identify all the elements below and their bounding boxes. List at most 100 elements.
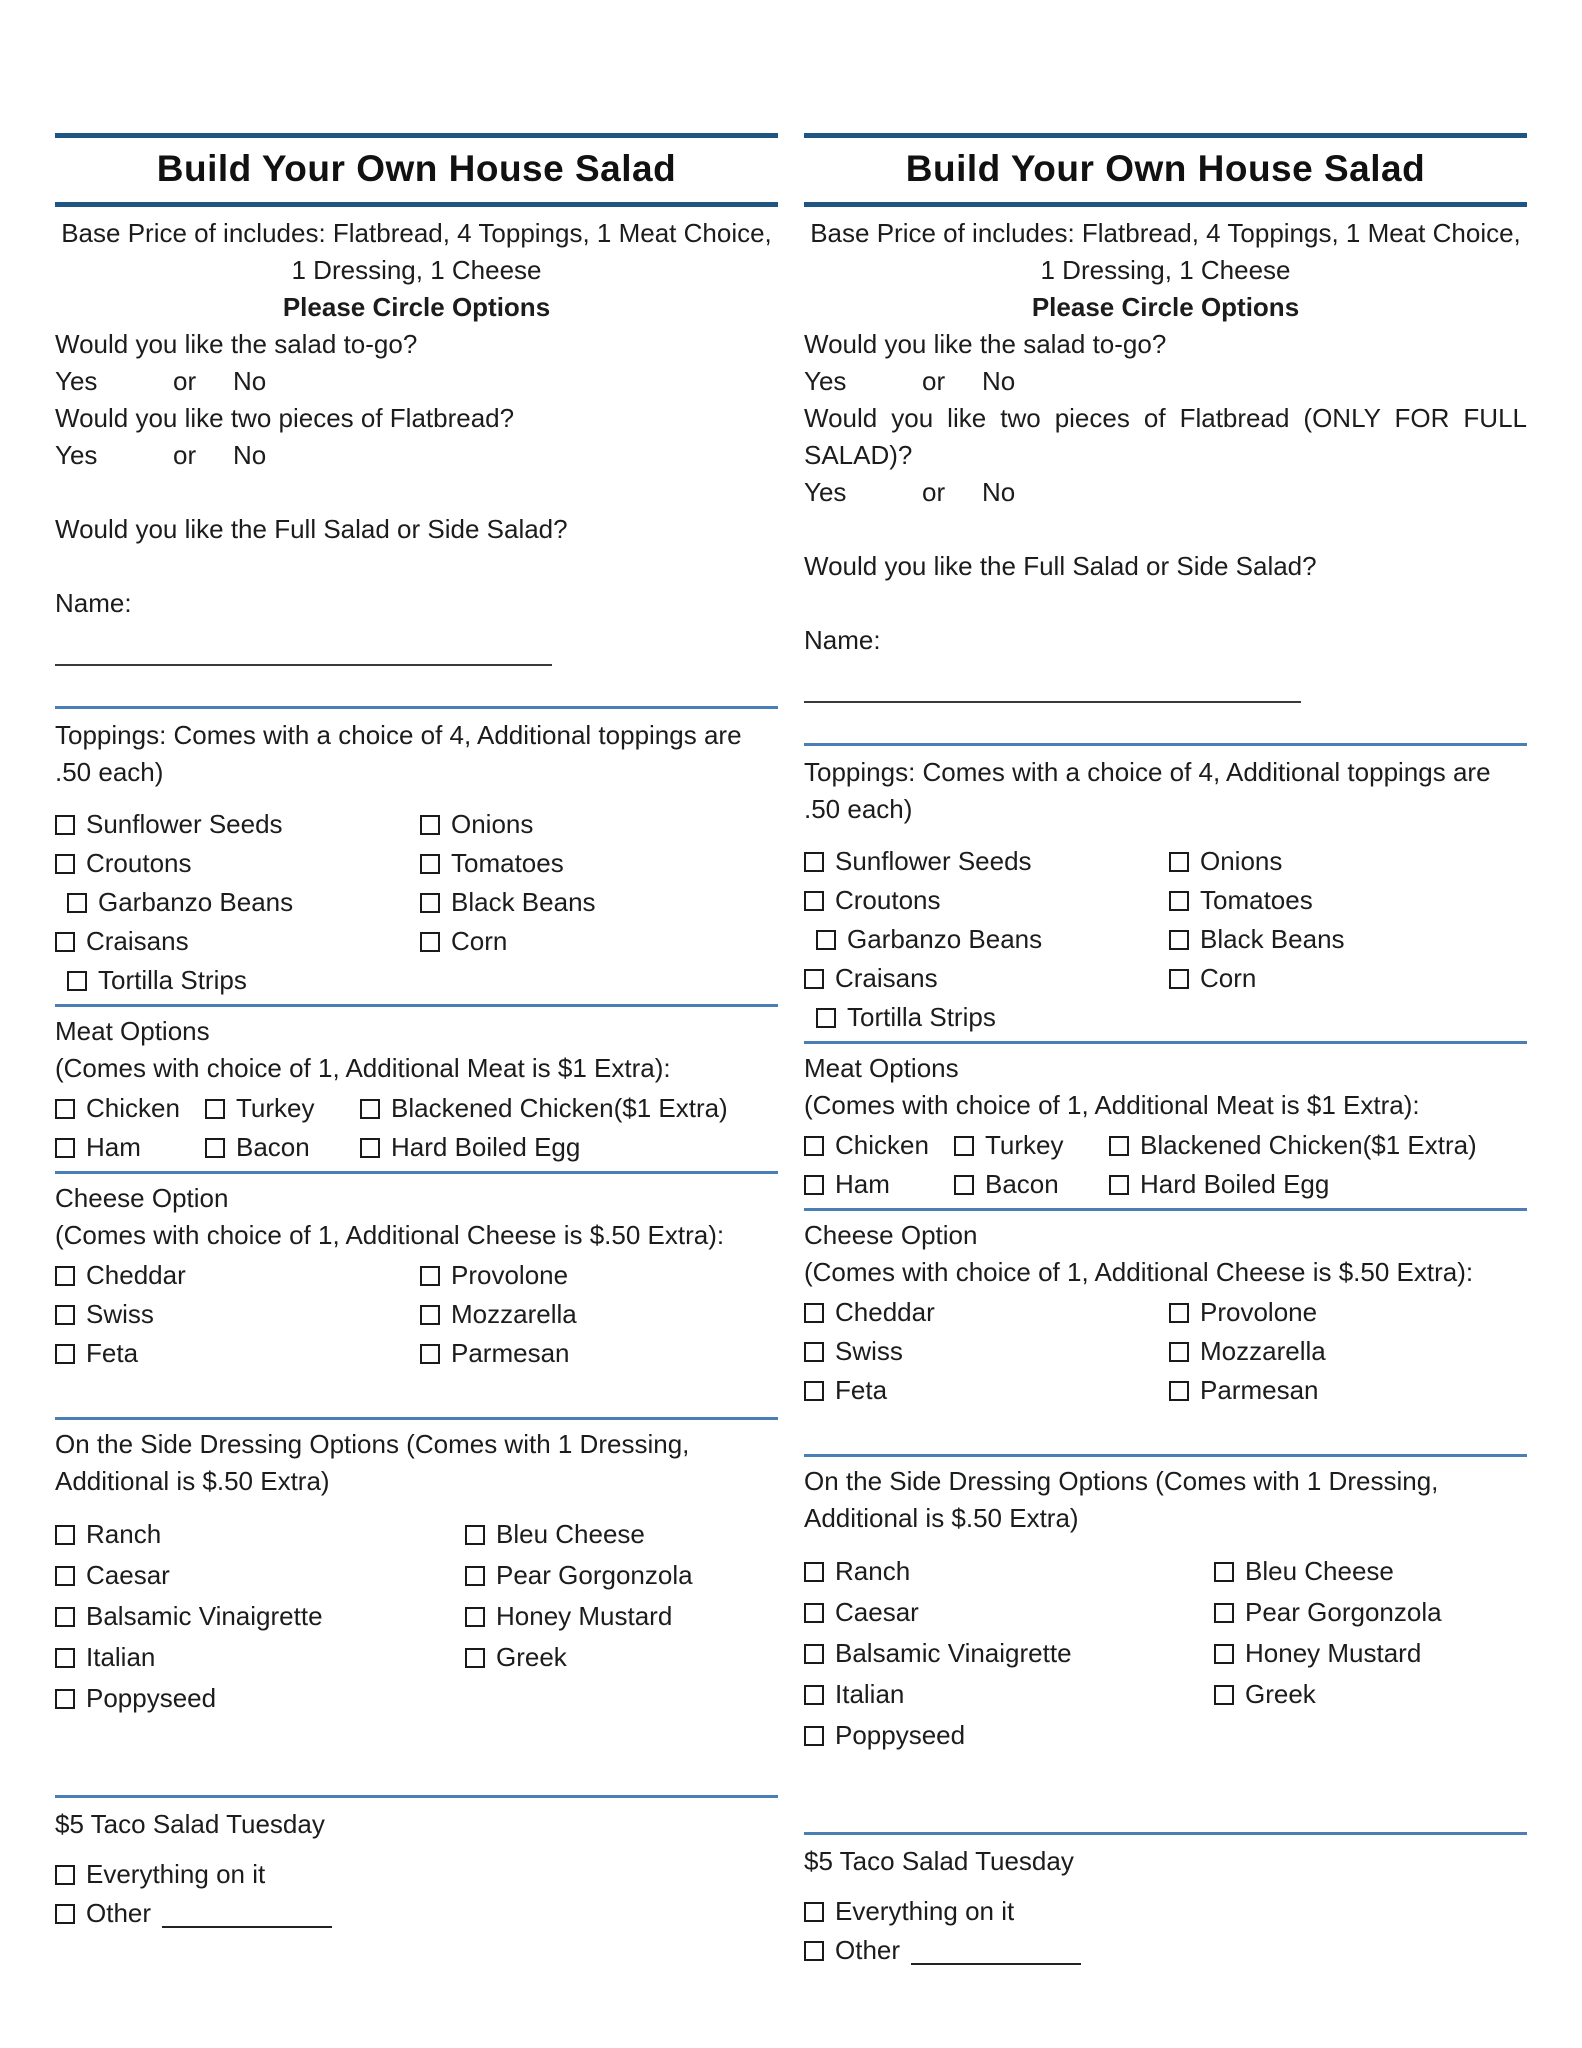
flatbread-no-option[interactable]: No — [233, 440, 267, 470]
checkbox-icon[interactable] — [420, 814, 440, 835]
checkbox-option[interactable]: Balsamic Vinaigrette — [804, 1635, 1214, 1672]
checkbox-icon[interactable] — [1214, 1561, 1234, 1582]
checkbox-icon[interactable] — [67, 892, 87, 913]
togo-no-option[interactable]: No — [233, 366, 267, 396]
name-input-line[interactable] — [804, 659, 1301, 703]
checkbox-icon[interactable] — [420, 853, 440, 874]
checkbox-option[interactable]: Onions — [1169, 843, 1527, 880]
checkbox-option[interactable]: Provolone — [1169, 1294, 1527, 1331]
checkbox-option[interactable]: Everything on it — [804, 1893, 1169, 1930]
checkbox-icon[interactable] — [360, 1137, 380, 1158]
checkbox-option[interactable]: Chicken — [55, 1090, 205, 1127]
checkbox-icon[interactable] — [804, 1602, 824, 1623]
checkbox-icon[interactable] — [804, 1561, 824, 1582]
checkbox-icon[interactable] — [1109, 1174, 1129, 1195]
checkbox-icon[interactable] — [1169, 1302, 1189, 1323]
checkbox-option[interactable]: Parmesan — [420, 1335, 778, 1372]
checkbox-icon[interactable] — [1169, 890, 1189, 911]
checkbox-icon[interactable] — [804, 1901, 824, 1922]
togo-no-option[interactable]: No — [982, 366, 1016, 396]
checkbox-option[interactable]: Ranch — [804, 1553, 1214, 1590]
name-input-line[interactable] — [55, 622, 552, 666]
checkbox-icon[interactable] — [55, 1343, 75, 1364]
checkbox-icon[interactable] — [816, 1007, 836, 1028]
checkbox-icon[interactable] — [804, 890, 824, 911]
checkbox-option[interactable]: Tortilla Strips — [804, 999, 1169, 1036]
checkbox-option-other[interactable]: Other — [804, 1932, 1169, 1969]
checkbox-option[interactable]: Craisans — [804, 960, 1169, 997]
checkbox-icon[interactable] — [1169, 851, 1189, 872]
checkbox-icon[interactable] — [465, 1606, 485, 1627]
checkbox-option[interactable]: Everything on it — [55, 1856, 420, 1893]
checkbox-icon[interactable] — [804, 1135, 824, 1156]
checkbox-option[interactable]: Garbanzo Beans — [804, 921, 1169, 958]
checkbox-option[interactable]: Provolone — [420, 1257, 778, 1294]
checkbox-icon[interactable] — [420, 1304, 440, 1325]
checkbox-icon[interactable] — [205, 1137, 225, 1158]
checkbox-icon[interactable] — [55, 1265, 75, 1286]
checkbox-icon[interactable] — [804, 1725, 824, 1746]
checkbox-icon[interactable] — [55, 1606, 75, 1627]
togo-yes-option[interactable]: Yes — [804, 366, 847, 396]
checkbox-option[interactable]: Blackened Chicken($1 Extra) — [1109, 1127, 1527, 1164]
checkbox-icon[interactable] — [67, 970, 87, 991]
checkbox-icon[interactable] — [1214, 1643, 1234, 1664]
checkbox-icon[interactable] — [55, 853, 75, 874]
checkbox-option[interactable]: Greek — [1214, 1676, 1527, 1713]
checkbox-icon[interactable] — [55, 931, 75, 952]
checkbox-icon[interactable] — [804, 1684, 824, 1705]
checkbox-option[interactable]: Turkey — [954, 1127, 1109, 1164]
checkbox-icon[interactable] — [465, 1524, 485, 1545]
checkbox-icon[interactable] — [360, 1098, 380, 1119]
checkbox-icon[interactable] — [420, 931, 440, 952]
checkbox-icon[interactable] — [55, 1137, 75, 1158]
checkbox-option[interactable]: Garbanzo Beans — [55, 884, 420, 921]
other-input-line[interactable] — [162, 1900, 333, 1928]
checkbox-icon[interactable] — [420, 1265, 440, 1286]
checkbox-icon[interactable] — [55, 1524, 75, 1545]
checkbox-option[interactable]: Tortilla Strips — [55, 962, 420, 999]
checkbox-option[interactable]: Feta — [804, 1372, 1169, 1409]
checkbox-icon[interactable] — [804, 1643, 824, 1664]
checkbox-option[interactable]: Black Beans — [420, 884, 778, 921]
checkbox-icon[interactable] — [55, 1903, 75, 1924]
checkbox-option[interactable]: Black Beans — [1169, 921, 1527, 958]
checkbox-icon[interactable] — [55, 814, 75, 835]
checkbox-option[interactable]: Blackened Chicken($1 Extra) — [360, 1090, 778, 1127]
checkbox-option[interactable]: Craisans — [55, 923, 420, 960]
checkbox-icon[interactable] — [816, 929, 836, 950]
checkbox-option[interactable]: Italian — [804, 1676, 1214, 1713]
checkbox-option[interactable]: Onions — [420, 806, 778, 843]
checkbox-option[interactable]: Pear Gorgonzola — [1214, 1594, 1527, 1631]
checkbox-icon[interactable] — [804, 1380, 824, 1401]
checkbox-option[interactable]: Turkey — [205, 1090, 360, 1127]
checkbox-option[interactable]: Ham — [804, 1166, 954, 1203]
checkbox-option[interactable]: Sunflower Seeds — [804, 843, 1169, 880]
checkbox-option-other[interactable]: Other — [55, 1895, 420, 1932]
checkbox-icon[interactable] — [804, 1302, 824, 1323]
checkbox-option[interactable]: Corn — [1169, 960, 1527, 997]
checkbox-option[interactable]: Cheddar — [804, 1294, 1169, 1331]
checkbox-icon[interactable] — [1169, 968, 1189, 989]
checkbox-option[interactable]: Hard Boiled Egg — [360, 1129, 778, 1166]
checkbox-option[interactable]: Croutons — [804, 882, 1169, 919]
checkbox-option[interactable]: Ham — [55, 1129, 205, 1166]
checkbox-icon[interactable] — [1169, 1380, 1189, 1401]
checkbox-icon[interactable] — [804, 1341, 824, 1362]
checkbox-option[interactable]: Tomatoes — [1169, 882, 1527, 919]
checkbox-option[interactable]: Italian — [55, 1639, 465, 1676]
checkbox-option[interactable]: Bacon — [205, 1129, 360, 1166]
checkbox-option[interactable]: Mozzarella — [420, 1296, 778, 1333]
checkbox-icon[interactable] — [804, 851, 824, 872]
checkbox-option[interactable]: Pear Gorgonzola — [465, 1557, 778, 1594]
checkbox-option[interactable]: Caesar — [55, 1557, 465, 1594]
checkbox-icon[interactable] — [55, 1864, 75, 1885]
checkbox-icon[interactable] — [55, 1688, 75, 1709]
checkbox-icon[interactable] — [1169, 1341, 1189, 1362]
flatbread-yes-option[interactable]: Yes — [804, 477, 847, 507]
checkbox-icon[interactable] — [55, 1304, 75, 1325]
checkbox-option[interactable]: Ranch — [55, 1516, 465, 1553]
checkbox-option[interactable]: Swiss — [804, 1333, 1169, 1370]
checkbox-option[interactable]: Greek — [465, 1639, 778, 1676]
checkbox-option[interactable]: Bleu Cheese — [465, 1516, 778, 1553]
